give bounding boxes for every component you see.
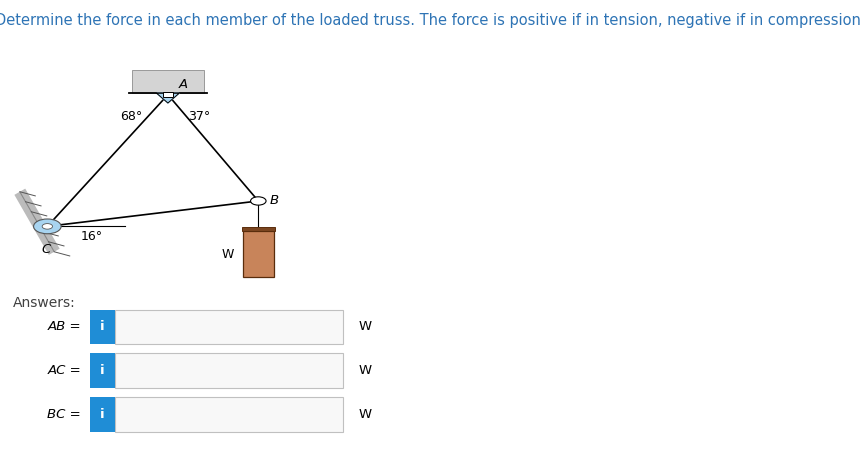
Text: AB =: AB = xyxy=(47,320,81,334)
Text: B: B xyxy=(269,194,279,207)
Polygon shape xyxy=(157,93,179,103)
Text: A: A xyxy=(179,78,189,91)
Circle shape xyxy=(251,197,266,205)
Text: W: W xyxy=(358,364,371,377)
Bar xyxy=(90,310,115,344)
Text: 68°: 68° xyxy=(121,110,143,123)
Bar xyxy=(115,353,343,388)
Text: 16°: 16° xyxy=(81,230,103,243)
Text: i: i xyxy=(100,364,105,377)
Bar xyxy=(90,397,115,432)
Text: W: W xyxy=(358,408,371,421)
Text: BC =: BC = xyxy=(47,408,81,421)
Bar xyxy=(115,397,343,432)
Bar xyxy=(243,231,274,277)
Text: AC =: AC = xyxy=(47,364,81,377)
Text: W: W xyxy=(222,248,234,261)
Bar xyxy=(90,353,115,388)
Text: W: W xyxy=(358,320,371,334)
Text: Answers:: Answers: xyxy=(13,296,76,310)
Text: Determine the force in each member of the loaded truss. The force is positive if: Determine the force in each member of th… xyxy=(0,13,861,28)
Text: i: i xyxy=(100,408,105,421)
Circle shape xyxy=(42,224,53,229)
Text: C: C xyxy=(41,243,50,255)
Bar xyxy=(115,310,343,344)
Bar xyxy=(242,227,275,231)
Bar xyxy=(163,92,173,97)
Bar xyxy=(132,70,204,93)
Text: i: i xyxy=(100,320,105,334)
Circle shape xyxy=(34,219,61,234)
Text: 37°: 37° xyxy=(188,110,210,123)
